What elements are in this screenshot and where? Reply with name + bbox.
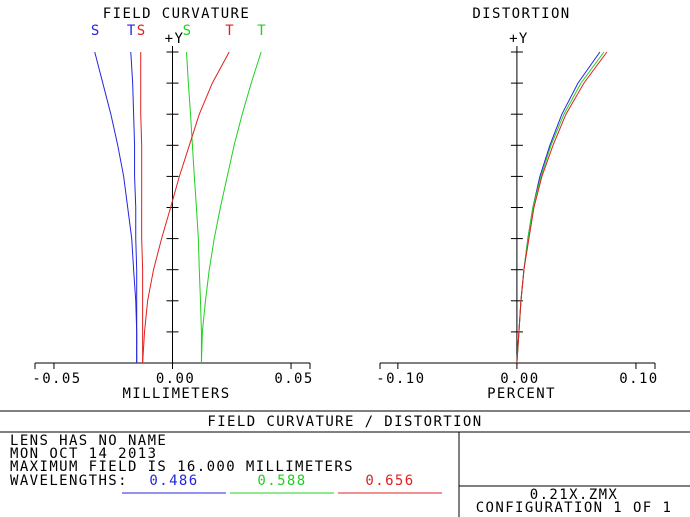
wavelengths-label: WAVELENGTHS: [10,473,128,489]
legend-label: T [127,23,137,39]
legend-label: S [91,23,101,39]
curve [130,51,138,363]
curve [140,52,144,363]
chart-title: FIELD CURVATURE [103,6,250,22]
x-tick-label: 0.00 [500,371,539,387]
curve [185,51,202,363]
footer-title: FIELD CURVATURE / DISTORTION [207,414,482,430]
x-axis-label: MILLIMETERS [122,386,230,402]
curve [142,51,230,364]
wavelength: 0.486 [149,473,198,489]
curve [200,51,262,364]
footer-line: MON OCT 14 2013 [10,446,157,462]
wavelength: 0.656 [365,473,414,489]
y-axis-label: +Y [509,31,529,47]
footer-line: MAXIMUM FIELD IS 16.000 MILLIMETERS [10,459,354,475]
curve [94,51,138,363]
chart-title: DISTORTION [472,6,570,22]
curve [516,51,608,364]
x-tick-label: -0.10 [376,371,425,387]
x-tick-label: -0.05 [32,371,81,387]
file-name: 0.21X.ZMX [530,487,618,503]
y-axis-label: +Y [165,31,185,47]
x-axis-label: PERCENT [487,386,556,402]
legend-label: T [257,23,267,39]
legend-label: T [225,23,235,39]
x-tick-label: 0.05 [274,371,313,387]
footer-line: LENS HAS NO NAME [10,433,167,449]
x-tick-label: 0.00 [156,371,195,387]
legend-label: S [137,23,147,39]
x-tick-label: 0.10 [619,371,658,387]
configuration: CONFIGURATION 1 OF 1 [476,500,673,516]
legend-label: S [183,23,193,39]
wavelength: 0.588 [257,473,306,489]
